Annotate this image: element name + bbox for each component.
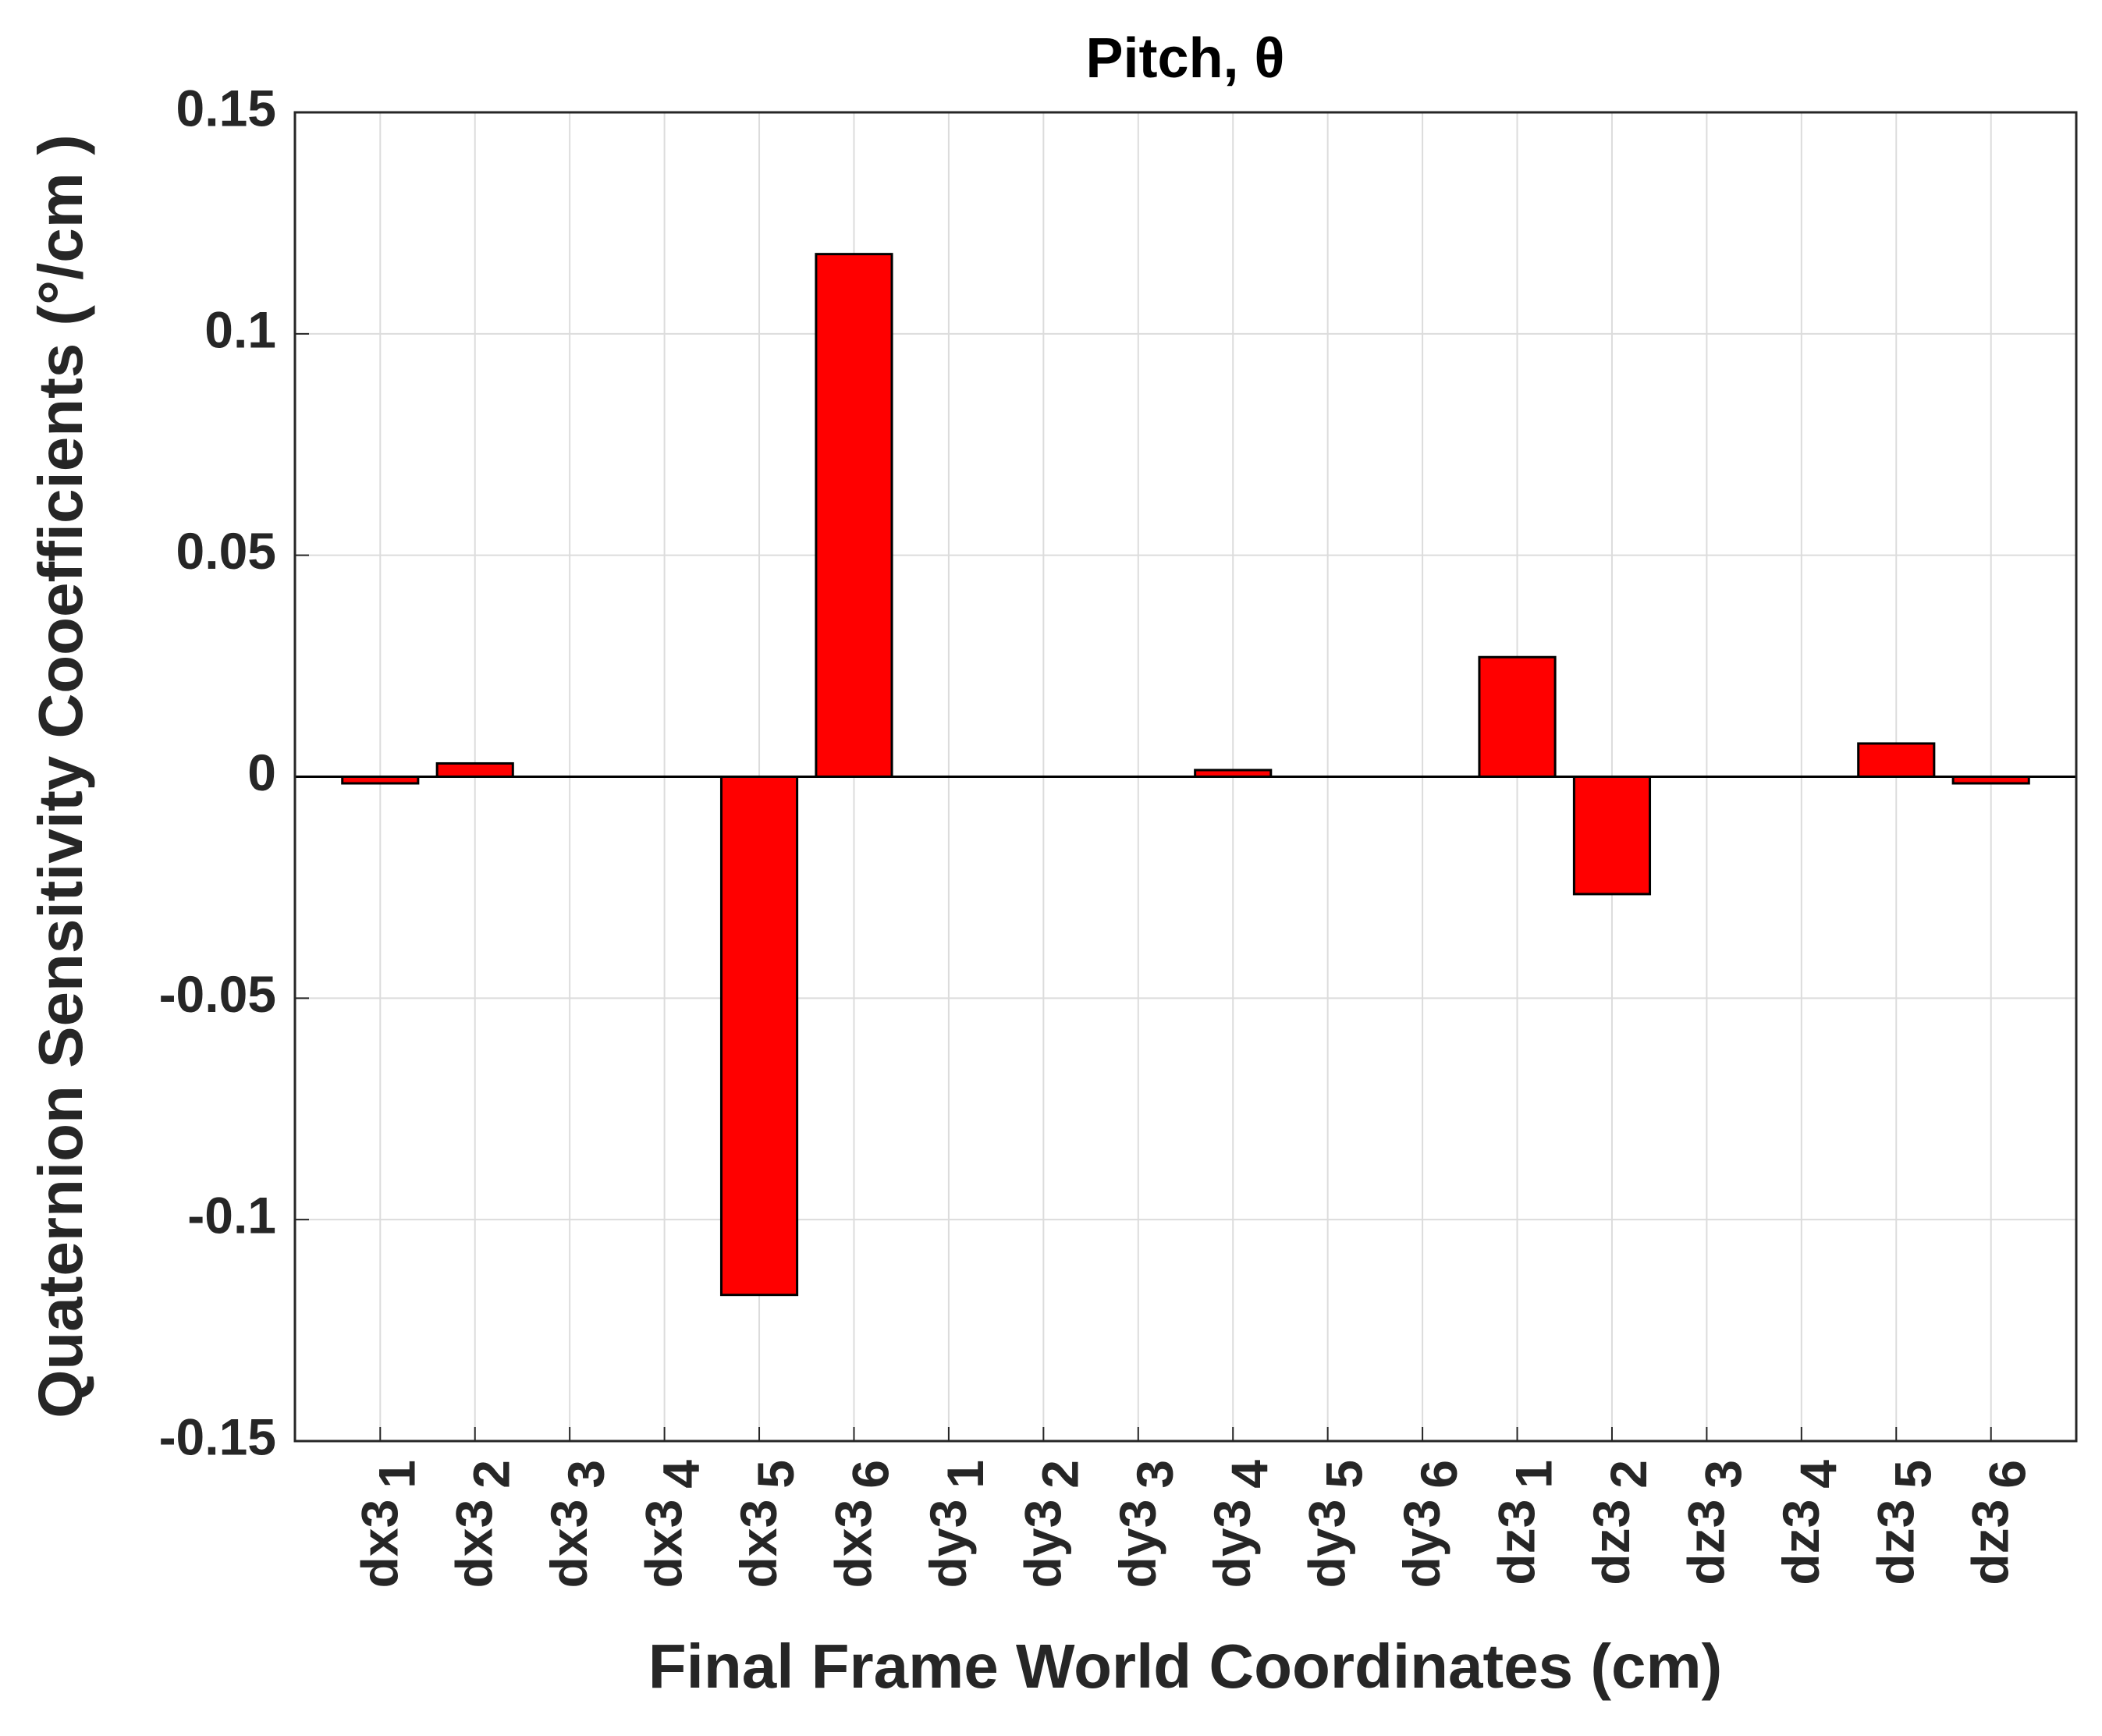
- x-tick-label: dz33: [1677, 1460, 1752, 1585]
- x-tick-label-text: dz3: [1677, 1500, 1735, 1585]
- x-tick-label-subscript: 4: [1220, 1460, 1278, 1489]
- y-tick-label: 0.1: [204, 300, 276, 358]
- x-tick-label: dz36: [1962, 1460, 2036, 1585]
- x-tick-label-text: dx3: [540, 1500, 598, 1589]
- bar: [1857, 742, 1936, 778]
- x-tick-label-text: dx3: [446, 1500, 503, 1589]
- bar: [719, 776, 799, 1297]
- x-tick-label-subscript: 4: [652, 1460, 710, 1489]
- x-tick-label: dx32: [446, 1460, 520, 1588]
- x-tick-label-text: dz3: [1582, 1500, 1640, 1585]
- x-tick-label-text: dz3: [1866, 1500, 1924, 1585]
- x-tick-label-subscript: 5: [747, 1460, 804, 1489]
- x-tick-label: dy33: [1109, 1460, 1184, 1588]
- x-tick-label-subscript: 5: [1884, 1460, 1941, 1489]
- x-tick-label-text: dy3: [1014, 1500, 1071, 1589]
- x-tick-label-subscript: 5: [1316, 1460, 1373, 1489]
- x-tick-label-text: dx3: [730, 1500, 787, 1589]
- x-tick-label: dx36: [824, 1460, 899, 1588]
- y-tick-label: 0.15: [176, 79, 276, 137]
- x-tick-label-text: dx3: [350, 1500, 408, 1589]
- x-tick-label-subscript: 3: [557, 1460, 615, 1489]
- x-tick-label-subscript: 6: [1979, 1460, 2036, 1489]
- x-tick-label: dx35: [730, 1460, 804, 1588]
- bar: [1478, 655, 1557, 778]
- x-tick-label-text: dy3: [1298, 1500, 1356, 1589]
- x-tick-label-subscript: 2: [1600, 1460, 1657, 1489]
- x-tick-label: dz31: [1488, 1460, 1563, 1585]
- y-tick-label: 0.05: [176, 522, 276, 580]
- x-tick-label: dz34: [1772, 1460, 1847, 1585]
- x-tick-label-subscript: 2: [463, 1460, 520, 1489]
- x-tick-label-text: dx3: [824, 1500, 882, 1589]
- x-tick-label: dy34: [1203, 1460, 1278, 1589]
- x-axis-label: Final Frame World Coordinates (cm): [648, 1631, 1722, 1701]
- x-tick-label: dy32: [1014, 1460, 1088, 1588]
- x-tick-label-subscript: 3: [1694, 1460, 1752, 1489]
- x-tick-label-subscript: 1: [367, 1460, 425, 1489]
- x-tick-label: dy35: [1298, 1460, 1373, 1588]
- x-tick-label: dz32: [1582, 1460, 1657, 1585]
- x-tick-label: dz35: [1866, 1460, 1941, 1585]
- x-tick-label: dy36: [1393, 1460, 1468, 1588]
- x-tick-label-text: dx3: [635, 1500, 693, 1589]
- chart-title: Pitch, θ: [1086, 27, 1285, 90]
- x-tick-label-text: dz3: [1962, 1500, 2019, 1585]
- bar: [1572, 776, 1652, 896]
- x-tick-label: dx34: [635, 1460, 710, 1589]
- y-axis-label: Quaternion Sensitivity Cooefficients (°/…: [26, 134, 95, 1418]
- x-tick-label-subscript: 6: [1410, 1460, 1468, 1489]
- y-tick-label: -0.1: [187, 1187, 276, 1244]
- x-tick-label-subscript: 3: [1126, 1460, 1184, 1489]
- x-tick-label-subscript: 1: [1505, 1460, 1563, 1489]
- x-tick-label-subscript: 2: [1031, 1460, 1088, 1489]
- x-tick-label-subscript: 1: [936, 1460, 994, 1489]
- bar: [435, 761, 514, 778]
- bar: [815, 253, 893, 778]
- x-tick-label-text: dz3: [1488, 1500, 1546, 1585]
- y-tick-label: -0.05: [159, 965, 276, 1023]
- x-tick-label-subscript: 4: [1789, 1460, 1847, 1489]
- x-tick-label-text: dz3: [1772, 1500, 1830, 1585]
- x-tick-label-text: dy3: [1393, 1500, 1450, 1589]
- x-tick-label-subscript: 6: [841, 1460, 899, 1489]
- x-tick-label: dx31: [350, 1460, 425, 1588]
- x-tick-label-text: dy3: [1203, 1500, 1261, 1589]
- plot-frame: [293, 111, 2078, 1443]
- y-tick-label: 0: [247, 744, 276, 801]
- x-tick-label: dx33: [540, 1460, 615, 1588]
- y-tick-label: -0.15: [159, 1408, 276, 1465]
- x-tick-label: dy31: [919, 1460, 994, 1588]
- x-tick-label-text: dy3: [919, 1500, 977, 1589]
- x-tick-label-text: dy3: [1109, 1500, 1166, 1589]
